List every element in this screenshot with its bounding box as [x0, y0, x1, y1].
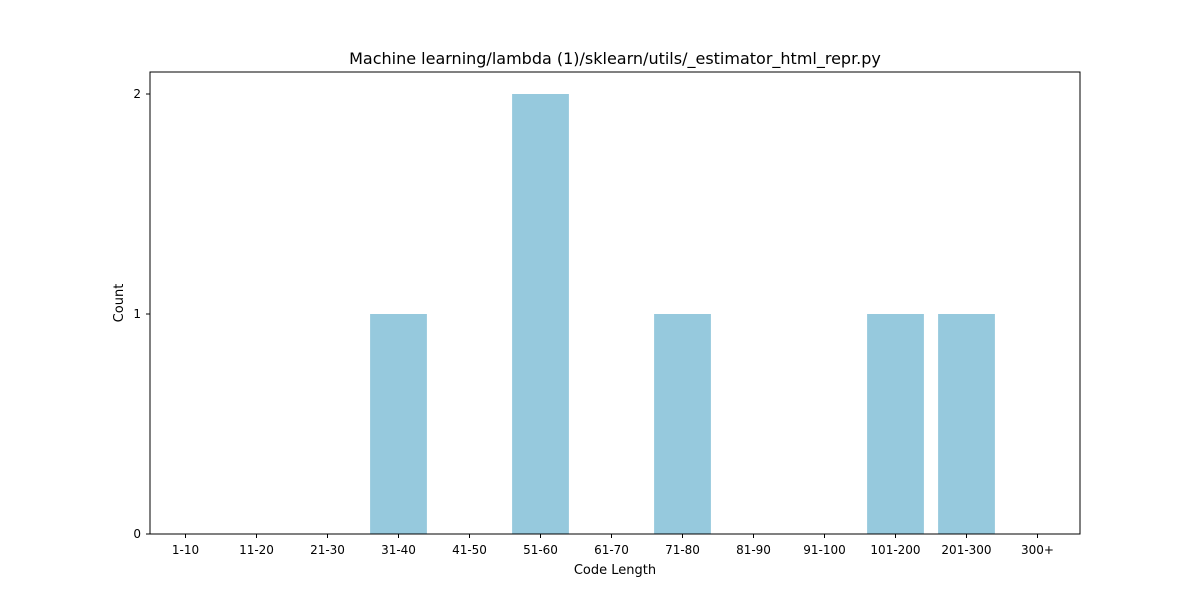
- chart-title: Machine learning/lambda (1)/sklearn/util…: [349, 49, 881, 69]
- y-axis-label: Count: [112, 284, 127, 323]
- bars-layer: [370, 94, 995, 534]
- x-axis-label: Code Length: [574, 563, 656, 578]
- y-tick-label: 2: [133, 87, 141, 101]
- bar-71-80: [654, 314, 711, 534]
- x-tick-label: 91-100: [803, 543, 846, 557]
- x-tick-label: 81-90: [736, 543, 771, 557]
- x-tick-label: 61-70: [594, 543, 629, 557]
- y-tick-label: 1: [133, 307, 141, 321]
- x-tick-label: 101-200: [870, 543, 920, 557]
- y-tick-label: 0: [133, 527, 141, 541]
- bar-201-300: [938, 314, 995, 534]
- bar-101-200: [867, 314, 924, 534]
- bar-31-40: [370, 314, 427, 534]
- x-tick-label: 41-50: [452, 543, 487, 557]
- plot-frame: [149, 71, 1081, 535]
- x-tick-label: 21-30: [310, 543, 345, 557]
- x-tick-label: 51-60: [523, 543, 558, 557]
- x-tick-label: 11-20: [239, 543, 274, 557]
- bar-51-60: [512, 94, 569, 534]
- x-tick-label: 201-300: [941, 543, 991, 557]
- x-tick-label: 71-80: [665, 543, 700, 557]
- x-axis-ticks: 1-10 11-20 21-30 31-40 41-50 51-60 61-70 71-80 8…: [172, 534, 1054, 557]
- x-tick-label: 1-10: [172, 543, 199, 557]
- x-tick-label: 31-40: [381, 543, 416, 557]
- x-tick-label: 300+: [1021, 543, 1054, 557]
- y-axis-ticks: 0 1 2: [133, 87, 150, 541]
